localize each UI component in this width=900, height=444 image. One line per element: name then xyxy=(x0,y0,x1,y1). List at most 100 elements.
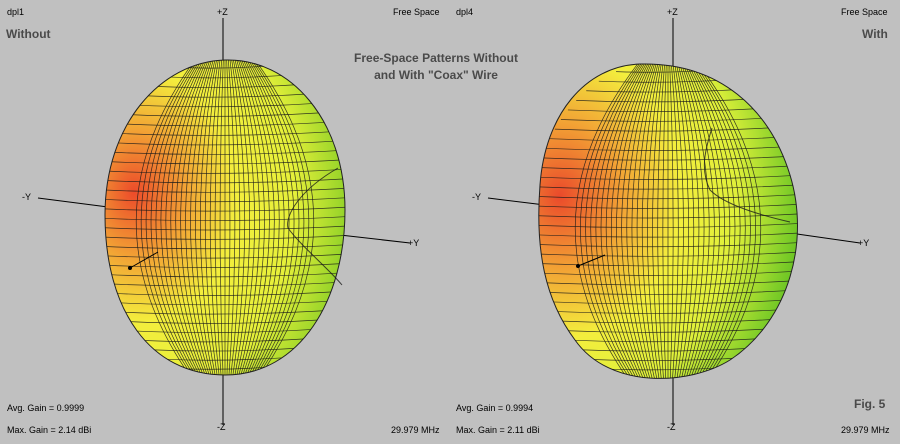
variant-label-left: Without xyxy=(6,27,51,41)
model-name-right: dpl4 xyxy=(456,7,474,17)
y-neg-label-right: -Y xyxy=(472,192,481,202)
mesh-latitude-line xyxy=(105,159,345,165)
mesh-longitude-line xyxy=(671,63,684,379)
mesh-latitude-line xyxy=(105,187,345,193)
mesh-latitude-line xyxy=(133,328,322,334)
mesh-longitude-line xyxy=(585,63,647,379)
max-gain-left: Max. Gain = 2.14 dBi xyxy=(7,425,92,435)
title-line-2: and With "Coax" Wire xyxy=(374,68,498,82)
mesh-latitude-line xyxy=(105,225,345,231)
mesh-longitude-line xyxy=(674,63,695,379)
environment-left: Free Space xyxy=(393,7,440,17)
mesh-longitude-line xyxy=(231,59,250,375)
mesh-latitude-line xyxy=(105,234,345,240)
null-dimple-right xyxy=(703,127,791,223)
mesh-latitude-line xyxy=(554,126,784,132)
mesh-longitude-line xyxy=(175,59,212,375)
x-axis-stub-left xyxy=(129,251,159,269)
frequency-right: 29.979 MHz xyxy=(841,425,890,435)
mesh-longitude-line xyxy=(681,63,720,379)
y-axis-left-right xyxy=(487,197,546,206)
mesh-latitude-line xyxy=(567,337,771,343)
mesh-latitude-line xyxy=(545,299,793,305)
mesh-longitude-line xyxy=(641,63,662,379)
mesh-latitude-line xyxy=(105,253,345,259)
mesh-longitude-line xyxy=(140,59,202,375)
mesh-longitude-line xyxy=(636,63,661,379)
mesh-latitude-line xyxy=(112,290,343,296)
mesh-latitude-line xyxy=(538,174,798,180)
mesh-longitude-line xyxy=(610,63,654,379)
mesh-latitude-line xyxy=(150,83,305,88)
mesh-latitude-line xyxy=(105,215,345,221)
mesh-longitude-line xyxy=(195,59,218,375)
mesh-latitude-line xyxy=(141,338,314,343)
mesh-longitude-line xyxy=(682,63,726,379)
y-axis-right xyxy=(339,234,411,244)
mesh-latitude-line xyxy=(538,193,798,200)
mesh-longitude-line xyxy=(673,63,689,379)
mesh-longitude-line xyxy=(692,63,762,379)
frequency-left: 29.979 MHz xyxy=(391,425,440,435)
mesh-longitude-line xyxy=(227,59,236,375)
environment-right: Free Space xyxy=(841,7,888,17)
mesh-latitude-line xyxy=(538,165,798,171)
figure-label: Fig. 5 xyxy=(854,397,886,411)
mesh-longitude-line xyxy=(241,59,285,375)
mesh-latitude-line xyxy=(567,107,771,113)
mesh-latitude-line xyxy=(105,178,345,184)
mesh-latitude-line xyxy=(108,149,345,155)
max-gain-right: Max. Gain = 2.11 dBi xyxy=(456,425,540,435)
y-axis-right-right xyxy=(789,232,861,244)
mesh-longitude-line xyxy=(580,63,645,379)
mesh-longitude-line xyxy=(677,63,705,379)
mesh-longitude-line xyxy=(165,59,209,375)
mesh-longitude-line xyxy=(155,59,206,375)
y-pos-label-right: +Y xyxy=(858,238,870,248)
z-neg-label-right: -Z xyxy=(667,422,676,432)
mesh-latitude-line xyxy=(126,112,329,117)
mesh-longitude-line xyxy=(160,59,208,375)
mesh-latitude-line xyxy=(538,251,798,257)
mesh-latitude-line xyxy=(162,356,293,361)
y-pos-label-left: +Y xyxy=(408,238,420,248)
mesh-latitude-line xyxy=(116,130,339,136)
mesh-longitude-line xyxy=(669,63,674,379)
mesh-latitude-line xyxy=(538,261,798,267)
mesh-latitude-line xyxy=(538,184,798,190)
null-dimple-left xyxy=(287,167,343,286)
mesh-latitude-line xyxy=(541,155,797,161)
mesh-longitude-line xyxy=(684,63,731,379)
z-neg-label-left: -Z xyxy=(217,422,226,432)
mesh-longitude-line xyxy=(657,63,666,379)
mesh-longitude-line xyxy=(170,59,211,375)
title-line-1: Free-Space Patterns Without xyxy=(354,51,518,65)
mesh-latitude-line xyxy=(105,272,345,278)
avg-gain-right: Avg. Gain = 0.9994 xyxy=(456,403,534,413)
figure-title: Free-Space Patterns Without and With "Co… xyxy=(300,50,572,84)
mesh-latitude-line xyxy=(162,74,293,79)
mesh-longitude-line xyxy=(246,59,305,375)
y-axis-left xyxy=(37,197,109,208)
mesh-latitude-line xyxy=(576,98,762,103)
mesh-latitude-line xyxy=(660,386,678,388)
mesh-latitude-line xyxy=(549,136,789,142)
mesh-latitude-line xyxy=(538,222,798,228)
mesh-latitude-line xyxy=(538,203,798,209)
z-pos-label-left: +Z xyxy=(217,7,228,17)
mesh-latitude-line xyxy=(538,280,798,286)
mesh-longitude-line xyxy=(150,59,205,375)
mesh-latitude-line xyxy=(660,60,678,62)
mesh-longitude-line xyxy=(631,63,659,379)
y-neg-label-left: -Y xyxy=(22,192,31,202)
mesh-longitude-line xyxy=(226,59,231,375)
mesh-latitude-line xyxy=(538,232,798,238)
mesh-longitude-line xyxy=(685,63,736,379)
mesh-latitude-line xyxy=(133,102,322,108)
mesh-longitude-line xyxy=(249,59,315,375)
mesh-longitude-line xyxy=(590,63,648,379)
mesh-longitude-line xyxy=(204,59,220,375)
mesh-longitude-line xyxy=(595,63,649,379)
mesh-longitude-line xyxy=(200,59,219,375)
